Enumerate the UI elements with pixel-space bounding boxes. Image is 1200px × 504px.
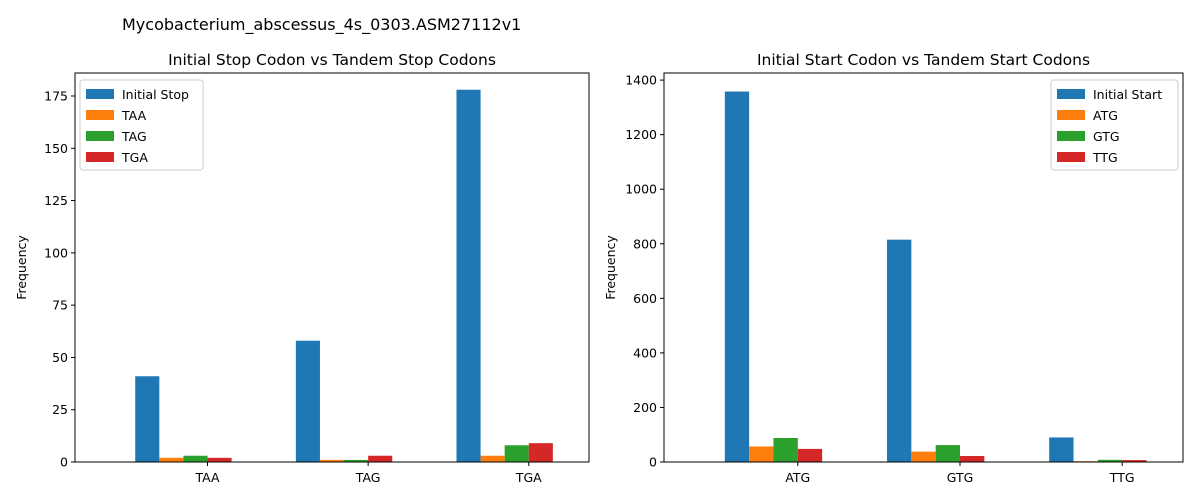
legend-label: Initial Stop bbox=[122, 87, 189, 102]
y-tick-label: 400 bbox=[633, 345, 657, 360]
bar-tga-taa bbox=[207, 457, 232, 462]
bar-initial-stop-tga bbox=[456, 89, 481, 462]
y-axis-label: Frequency bbox=[603, 235, 618, 300]
bar-taa-tag bbox=[319, 459, 345, 462]
y-tick-label: 1400 bbox=[625, 73, 657, 88]
bar-ttg-atg bbox=[797, 448, 823, 462]
legend: Initial Start ATG GTG TTG bbox=[1050, 79, 1179, 171]
bar-gtg-atg bbox=[773, 437, 798, 462]
bar-ttg-gtg bbox=[959, 455, 985, 462]
y-tick-label: 150 bbox=[44, 141, 68, 156]
legend-label: TAG bbox=[121, 129, 147, 144]
legend-swatch bbox=[86, 110, 114, 120]
y-tick-label: 200 bbox=[633, 400, 657, 415]
legend-swatch bbox=[86, 89, 114, 99]
x-tick-label: TGA bbox=[515, 470, 542, 485]
y-tick-label: 50 bbox=[52, 350, 68, 365]
legend-label: Initial Start bbox=[1093, 87, 1162, 102]
bar-atg-gtg bbox=[911, 451, 936, 462]
start-codon-chart: Initial Start Codon vs Tandem Start Codo… bbox=[603, 51, 1184, 485]
legend-swatch bbox=[1057, 110, 1085, 120]
figure-suptitle: Mycobacterium_abscessus_4s_0303.ASM27112… bbox=[122, 15, 521, 35]
bar-initial-stop-taa bbox=[135, 376, 160, 462]
y-tick-label: 1200 bbox=[625, 127, 657, 142]
bar-initial-start-gtg bbox=[887, 239, 912, 462]
y-tick-label: 25 bbox=[52, 402, 68, 417]
y-tick-label: 800 bbox=[633, 236, 657, 251]
x-tick-label: TAA bbox=[194, 470, 220, 485]
bar-ttg-ttg bbox=[1122, 460, 1147, 462]
bar-tag-tga bbox=[504, 445, 529, 462]
legend-label: GTG bbox=[1093, 129, 1120, 144]
legend-swatch bbox=[1057, 131, 1085, 141]
bar-tag-taa bbox=[183, 455, 208, 462]
chart-title: Initial Start Codon vs Tandem Start Codo… bbox=[757, 51, 1090, 69]
bar-tga-tga bbox=[528, 443, 553, 462]
legend-frame bbox=[79, 79, 204, 171]
axes-frame bbox=[74, 72, 590, 463]
x-tick-label: ATG bbox=[785, 470, 810, 485]
y-tick-label: 0 bbox=[649, 455, 657, 470]
legend-frame bbox=[1050, 79, 1179, 171]
stop-codon-chart: Initial Stop Codon vs Tandem Stop Codons… bbox=[14, 51, 590, 485]
x-tick-label: TAG bbox=[355, 470, 381, 485]
bar-initial-start-atg bbox=[724, 91, 750, 462]
legend-label: TTG bbox=[1092, 150, 1118, 165]
legend-swatch bbox=[1057, 89, 1085, 99]
x-tick-label: GTG bbox=[947, 470, 974, 485]
legend-swatch bbox=[86, 131, 114, 141]
bar-tga-tag bbox=[368, 455, 393, 462]
bar-gtg-gtg bbox=[935, 445, 960, 462]
bar-initial-stop-tag bbox=[295, 340, 320, 462]
y-tick-label: 600 bbox=[633, 291, 657, 306]
legend-label: TAA bbox=[121, 108, 147, 123]
bar-taa-taa bbox=[159, 457, 184, 462]
y-axis-label: Frequency bbox=[14, 235, 29, 300]
y-tick-label: 175 bbox=[44, 89, 68, 104]
bar-gtg-ttg bbox=[1097, 459, 1123, 462]
legend-swatch bbox=[86, 152, 114, 162]
bar-taa-tga bbox=[480, 455, 505, 462]
y-tick-label: 75 bbox=[52, 298, 68, 313]
bar-initial-start-ttg bbox=[1049, 437, 1074, 462]
legend-swatch bbox=[1057, 152, 1085, 162]
chart-title: Initial Stop Codon vs Tandem Stop Codons bbox=[168, 51, 496, 69]
x-tick-label: TTG bbox=[1109, 470, 1135, 485]
bar-atg-atg bbox=[749, 446, 774, 462]
axes-frame bbox=[663, 72, 1184, 463]
legend-label: ATG bbox=[1093, 108, 1118, 123]
y-tick-label: 1000 bbox=[625, 182, 657, 197]
legend: Initial Stop TAA TAG TGA bbox=[79, 79, 204, 171]
y-tick-label: 125 bbox=[44, 193, 68, 208]
y-tick-label: 100 bbox=[44, 245, 68, 260]
legend-label: TGA bbox=[121, 150, 148, 165]
bar-tag-tag bbox=[344, 459, 369, 462]
y-tick-label: 0 bbox=[60, 455, 68, 470]
